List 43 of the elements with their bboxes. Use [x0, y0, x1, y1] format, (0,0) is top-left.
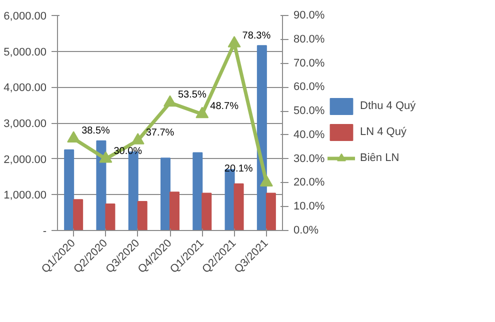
- y2-tick-label: 0.0%: [294, 224, 319, 236]
- legend-label: Biên LN: [360, 152, 400, 164]
- data-label: 37.7%: [146, 127, 174, 138]
- y-tick-label: 3,000.00: [4, 118, 47, 130]
- legend-label: Dthu 4 Quý: [360, 100, 416, 112]
- point: [228, 36, 241, 48]
- data-label: 78.3%: [242, 30, 271, 42]
- y2-tick-label: 80.0%: [294, 33, 325, 46]
- y-tick-label: 6,000.00: [4, 10, 47, 22]
- bar: [234, 183, 244, 230]
- y2-tick-label: 40.0%: [294, 128, 325, 141]
- y2-tick-label: 50.0%: [294, 105, 325, 118]
- y-tick-label: -: [42, 226, 47, 238]
- point: [67, 131, 80, 142]
- bar: [202, 192, 212, 230]
- bar: [73, 199, 84, 230]
- y2-tick-label: 20.0%: [294, 176, 325, 189]
- bar: [192, 152, 203, 230]
- y-tick-label: 2,000.00: [4, 154, 47, 166]
- point: [164, 95, 176, 107]
- data-label: 38.5%: [82, 126, 110, 137]
- data-label: 53.5%: [178, 90, 206, 101]
- point: [196, 106, 209, 118]
- y2-tick-label: 30.0%: [294, 152, 325, 165]
- point: [260, 175, 273, 186]
- point: [131, 133, 144, 144]
- bar: [105, 203, 116, 230]
- y2-tick-label: 90.0%: [294, 10, 325, 22]
- y2-tick-label: 10.0%: [294, 200, 325, 213]
- y2-tick-label: 60.0%: [294, 81, 325, 94]
- bar: [160, 158, 170, 230]
- y-tick-label: 5,000.00: [4, 46, 47, 58]
- legend-label: LN 4 Quý: [360, 126, 406, 138]
- data-label: 20.1%: [224, 163, 253, 174]
- y-tick-label: 4,000.00: [4, 82, 47, 94]
- y2-tick-label: 70.0%: [294, 57, 325, 70]
- bar: [170, 192, 180, 230]
- data-label: 48.7%: [210, 101, 239, 112]
- y-tick-label: 1,000.00: [4, 190, 47, 202]
- bar: [64, 149, 74, 230]
- bar: [266, 192, 276, 230]
- point: [99, 151, 112, 163]
- bar: [137, 200, 148, 230]
